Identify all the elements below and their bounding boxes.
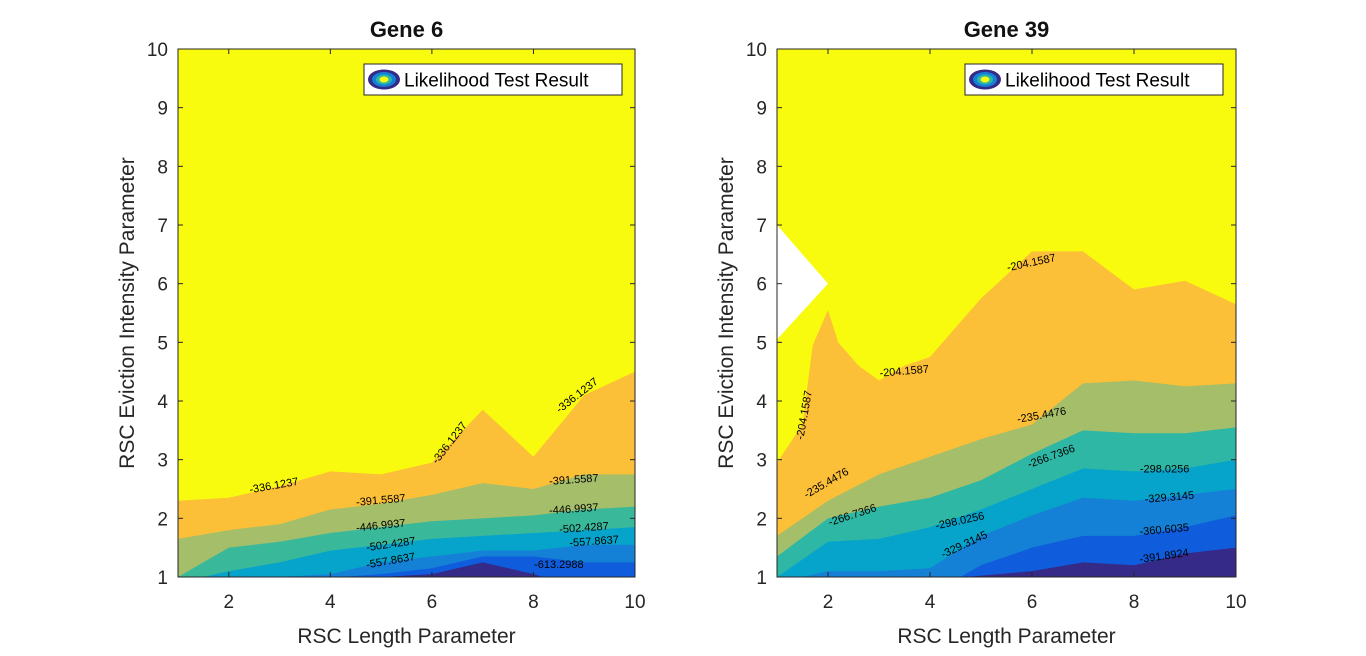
y-tick-label: 7 xyxy=(157,216,168,237)
x-tick-label: 2 xyxy=(223,592,234,613)
y-tick-label: 1 xyxy=(756,568,767,589)
contour-label: -298.0256 xyxy=(1140,464,1190,476)
x-tick-label: 6 xyxy=(1027,592,1038,613)
x-axis-label: RSC Length Parameter xyxy=(897,625,1115,648)
contour-label: -613.2988 xyxy=(534,559,584,571)
y-tick-label: 8 xyxy=(157,157,168,178)
chart-title: Gene 39 xyxy=(964,17,1050,42)
contour-label: -557.8637 xyxy=(569,534,619,549)
legend-label: Likelihood Test Result xyxy=(1005,71,1190,92)
x-tick-label: 8 xyxy=(1129,592,1140,613)
contour-band-8 xyxy=(381,562,544,577)
contour-label: -204.1587 xyxy=(879,363,929,379)
chart-panel-1: -336.1237-336.1237-336.1237-391.5587-391… xyxy=(116,17,646,648)
axes-box xyxy=(177,48,636,578)
y-tick-label: 6 xyxy=(756,275,767,296)
x-tick-label: 10 xyxy=(1225,592,1246,613)
contour-label: -360.6035 xyxy=(1139,522,1189,538)
y-tick-label: 5 xyxy=(756,333,767,354)
y-axis-label: RSC Eviction Intensity Parameter xyxy=(116,157,139,469)
contour-label: -391.5587 xyxy=(549,472,599,487)
contour-swatch-icon xyxy=(368,69,400,90)
y-tick-label: 5 xyxy=(157,333,168,354)
contour-swatch-icon xyxy=(969,69,1001,90)
x-tick-label: 4 xyxy=(325,592,336,613)
y-tick-label: 9 xyxy=(157,99,168,120)
y-tick-label: 7 xyxy=(756,216,767,237)
y-tick-label: 4 xyxy=(756,392,767,413)
y-tick-label: 9 xyxy=(756,99,767,120)
x-tick-label: 4 xyxy=(925,592,936,613)
contour-label: -446.9937 xyxy=(549,502,599,517)
y-tick-label: 10 xyxy=(147,40,168,61)
blank-region xyxy=(777,225,828,340)
x-tick-label: 10 xyxy=(624,592,645,613)
chart-title: Gene 6 xyxy=(370,17,443,42)
x-tick-label: 8 xyxy=(528,592,539,613)
contour-label: -502.4287 xyxy=(559,521,609,536)
contour-fill-area: -336.1237-336.1237-336.1237-391.5587-391… xyxy=(178,49,635,577)
y-tick-label: 1 xyxy=(157,568,168,589)
x-tick-label: 6 xyxy=(427,592,438,613)
legend: Likelihood Test Result xyxy=(964,63,1224,96)
y-tick-label: 8 xyxy=(756,157,767,178)
x-tick-label: 2 xyxy=(823,592,834,613)
contour-fill-area: -204.1587-204.1587-204.1587 -235.4476-235… xyxy=(777,49,1236,577)
contour-label: -391.5587 xyxy=(356,493,406,509)
legend: Likelihood Test Result xyxy=(363,63,623,96)
y-tick-label: 2 xyxy=(756,509,767,530)
contour-band-8 xyxy=(965,547,1236,577)
y-tick-label: 2 xyxy=(157,509,168,530)
legend-box xyxy=(964,63,1224,96)
contour-label: -329.3145 xyxy=(1144,490,1194,506)
y-tick-label: 3 xyxy=(157,451,168,472)
y-tick-label: 10 xyxy=(746,40,767,61)
y-axis-label: RSC Eviction Intensity Parameter xyxy=(715,157,738,469)
y-tick-label: 3 xyxy=(756,451,767,472)
axes-box xyxy=(776,48,1237,578)
y-tick-label: 6 xyxy=(157,275,168,296)
legend-box xyxy=(363,63,623,96)
y-tick-label: 4 xyxy=(157,392,168,413)
legend-label: Likelihood Test Result xyxy=(404,71,589,92)
x-axis-label: RSC Length Parameter xyxy=(297,625,515,648)
contour-label: -446.9937 xyxy=(356,517,407,534)
chart-panel-2: -204.1587-204.1587-204.1587 -235.4476-235… xyxy=(715,17,1247,648)
